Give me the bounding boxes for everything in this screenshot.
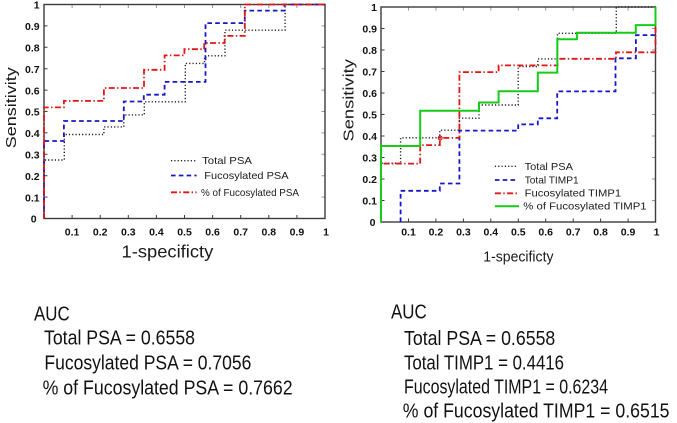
svg-text:0.4: 0.4 — [149, 227, 164, 239]
svg-text:% of Fucosylated PSA = 0.7662: % of Fucosylated PSA = 0.7662 — [43, 378, 293, 400]
svg-text:0.7: 0.7 — [566, 227, 581, 239]
svg-text:0.1: 0.1 — [25, 192, 40, 204]
svg-text:% of Fucosylated PSA: % of Fucosylated PSA — [201, 187, 299, 199]
svg-text:0: 0 — [370, 217, 376, 229]
svg-text:Fucosylated PSA: Fucosylated PSA — [204, 170, 288, 182]
svg-text:0.8: 0.8 — [261, 227, 276, 239]
svg-text:0.1: 0.1 — [65, 227, 80, 239]
svg-text:0.7: 0.7 — [233, 227, 248, 239]
svg-text:% of Fucosylated TIMP1 = 0.651: % of Fucosylated TIMP1 = 0.6515 — [403, 401, 670, 423]
svg-text:Fucosylated TIMP1: Fucosylated TIMP1 — [525, 188, 622, 200]
svg-text:0.8: 0.8 — [362, 45, 377, 57]
svg-text:0.7: 0.7 — [362, 67, 377, 79]
svg-text:0.3: 0.3 — [121, 227, 136, 239]
svg-text:0.1: 0.1 — [401, 227, 416, 239]
svg-text:0.6: 0.6 — [25, 85, 40, 97]
svg-text:0.6: 0.6 — [362, 88, 377, 100]
svg-text:0.9: 0.9 — [25, 21, 40, 33]
svg-text:Total PSA: Total PSA — [525, 161, 573, 173]
svg-text:Total PSA = 0.6558: Total PSA = 0.6558 — [44, 327, 195, 349]
svg-text:Total TIMP1: Total TIMP1 — [525, 174, 579, 186]
svg-text:0.5: 0.5 — [362, 110, 377, 122]
svg-text:AUC: AUC — [34, 304, 70, 326]
svg-text:0.6: 0.6 — [538, 227, 553, 239]
svg-text:AUC: AUC — [391, 302, 427, 324]
svg-text:Fucosylated PSA = 0.7056: Fucosylated PSA = 0.7056 — [44, 352, 251, 374]
svg-text:Total PSA: Total PSA — [202, 155, 252, 167]
svg-text:0.3: 0.3 — [456, 227, 471, 239]
svg-text:Fucosylated TIMP1 = 0.6234: Fucosylated TIMP1 = 0.6234 — [404, 377, 608, 399]
svg-text:0.8: 0.8 — [593, 227, 608, 239]
svg-text:0.2: 0.2 — [362, 174, 377, 186]
svg-text:1: 1 — [654, 227, 660, 239]
svg-text:% of Fucosylated TIMP1: % of Fucosylated TIMP1 — [523, 201, 646, 213]
svg-text:0.4: 0.4 — [25, 128, 40, 140]
svg-text:0.3: 0.3 — [362, 153, 377, 165]
svg-text:0.5: 0.5 — [177, 227, 192, 239]
svg-text:0.2: 0.2 — [25, 171, 40, 183]
svg-text:1: 1 — [323, 227, 329, 239]
svg-text:0.1: 0.1 — [362, 196, 377, 208]
svg-text:Sensitivity: Sensitivity — [3, 67, 20, 149]
svg-text:Total TIMP1 = 0.4416: Total TIMP1 = 0.4416 — [404, 352, 564, 374]
svg-text:0.7: 0.7 — [25, 64, 40, 76]
svg-text:0.5: 0.5 — [511, 227, 526, 239]
svg-text:0.5: 0.5 — [25, 107, 40, 119]
svg-text:1-specificty: 1-specificty — [122, 242, 214, 262]
svg-text:1-specificty: 1-specificty — [483, 248, 554, 265]
svg-text:0.2: 0.2 — [429, 227, 444, 239]
svg-text:Total PSA = 0.6558: Total PSA = 0.6558 — [404, 328, 555, 350]
svg-text:1: 1 — [34, 0, 40, 12]
svg-text:0.6: 0.6 — [205, 227, 220, 239]
svg-text:0: 0 — [31, 214, 37, 226]
svg-text:0.8: 0.8 — [25, 43, 40, 55]
svg-text:0.9: 0.9 — [621, 227, 636, 239]
svg-text:Sensitivity: Sensitivity — [341, 59, 358, 142]
svg-text:0.9: 0.9 — [362, 24, 377, 36]
svg-text:0.4: 0.4 — [483, 227, 498, 239]
svg-text:1: 1 — [371, 2, 377, 14]
svg-text:0.3: 0.3 — [25, 150, 40, 162]
svg-text:0.4: 0.4 — [362, 131, 377, 143]
svg-text:0.9: 0.9 — [290, 227, 305, 239]
svg-text:0.2: 0.2 — [93, 227, 108, 239]
